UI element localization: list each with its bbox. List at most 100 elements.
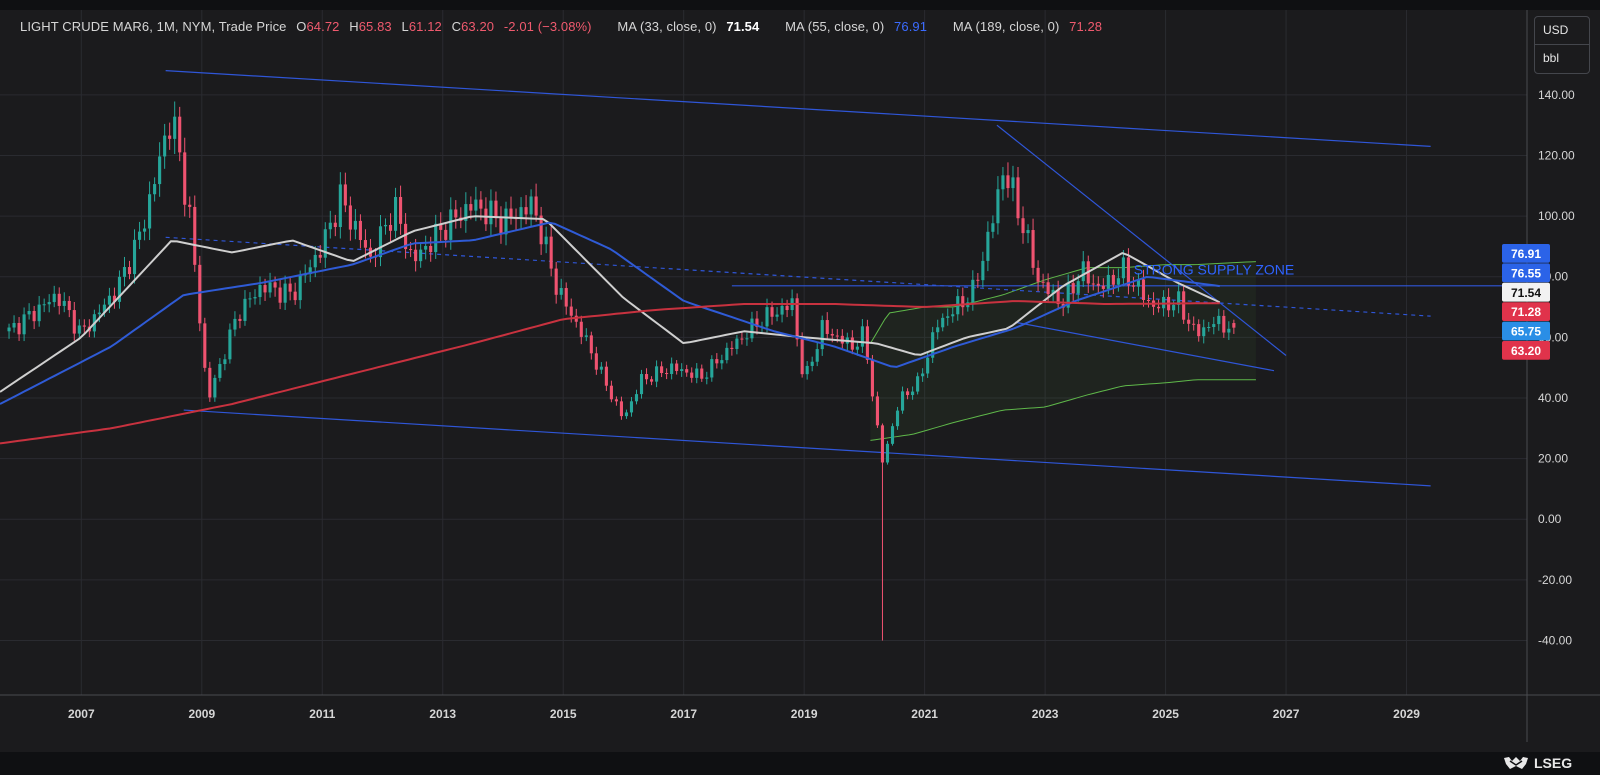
candle-body	[880, 425, 885, 463]
candle-body	[1156, 306, 1161, 309]
candle-body	[213, 377, 217, 398]
candle-body	[62, 300, 66, 306]
candle-body	[454, 209, 458, 218]
candle-body	[27, 311, 31, 315]
candle-body	[1121, 257, 1125, 279]
candle-body	[951, 314, 955, 317]
candle-body	[132, 239, 137, 275]
currency-label[interactable]: USD	[1543, 23, 1569, 37]
price-label-bg	[1502, 244, 1550, 263]
price-label: 76.55	[1511, 266, 1541, 280]
candle-body	[870, 359, 874, 397]
ma189-line	[0, 300, 1220, 445]
ma33-value: 71.54	[726, 19, 760, 34]
candle-body	[594, 353, 598, 370]
candle-body	[946, 316, 950, 318]
candle-body	[248, 298, 252, 300]
candle-body	[504, 208, 508, 235]
candle-body	[830, 333, 834, 336]
candle-body	[906, 391, 910, 396]
candle-body	[163, 135, 167, 157]
currency-unit-selector[interactable]: USD bbl	[1534, 16, 1590, 74]
candle-body	[710, 359, 714, 378]
candle-body	[745, 338, 749, 340]
envelope-lower-band	[870, 379, 1256, 441]
price-label-bg	[1502, 282, 1550, 302]
candle-body	[740, 338, 744, 340]
y-tick-label: 120.00	[1538, 148, 1575, 162]
symbol-title: LIGHT CRUDE MAR6, 1M, NYM, Trade Price	[20, 19, 287, 34]
candle-body	[102, 304, 106, 313]
candle-body	[1187, 319, 1191, 324]
candle-body	[153, 184, 157, 195]
chart-panel[interactable]	[0, 10, 1600, 752]
candle-body	[775, 314, 779, 317]
candle-body	[258, 284, 262, 298]
candle-body	[363, 240, 367, 248]
ma189-label[interactable]: MA (189, close, 0)	[952, 19, 1060, 34]
x-tick-label: 2029	[1393, 707, 1420, 721]
candle-body	[996, 189, 1000, 224]
candle-body	[464, 204, 468, 221]
x-tick-label: 2009	[188, 707, 215, 721]
candle-body	[1136, 279, 1141, 287]
y-tick-label: 40.00	[1538, 391, 1568, 405]
candle-body	[720, 360, 724, 364]
candle-body	[1212, 324, 1216, 328]
open-value: 64.72	[306, 19, 340, 34]
candle-body	[404, 223, 408, 250]
candle-body	[203, 323, 207, 368]
candle-body	[17, 322, 21, 335]
candle-body	[353, 220, 357, 230]
candle-body	[715, 359, 719, 364]
candle-body	[263, 284, 267, 293]
candle-body	[1111, 274, 1115, 285]
high-label: H	[349, 19, 359, 34]
unit-label[interactable]: bbl	[1535, 44, 1589, 72]
chart-legend: LIGHT CRUDE MAR6, 1M, NYM, Trade Price O…	[20, 19, 1102, 34]
candle-body	[1036, 267, 1040, 282]
candle-body	[559, 288, 563, 295]
candle-body	[148, 194, 152, 229]
candle-body	[860, 326, 864, 347]
candle-body	[173, 116, 177, 139]
candle-body	[52, 293, 56, 303]
ma55-line	[0, 221, 1220, 405]
candle-body	[549, 236, 553, 269]
ma189-value: 71.28	[1069, 19, 1103, 34]
candle-body	[735, 338, 739, 349]
candle-body	[424, 245, 428, 250]
candle-body	[655, 366, 659, 382]
candle-body	[604, 366, 608, 386]
candle-body	[343, 184, 347, 206]
candle-body	[499, 218, 503, 235]
candle-body	[318, 254, 322, 258]
candle-body	[1016, 177, 1020, 219]
candle-body	[1207, 327, 1211, 329]
candle-body	[539, 215, 543, 245]
price-label: 71.28	[1511, 305, 1541, 319]
candle-body	[439, 223, 443, 230]
close-value: 63.20	[461, 19, 495, 34]
candle-body	[479, 199, 483, 209]
x-tick-label: 2027	[1273, 707, 1300, 721]
candle-body	[1217, 315, 1221, 325]
candle-body	[705, 377, 709, 379]
candle-body	[47, 302, 51, 305]
candle-body	[509, 208, 513, 219]
candle-body	[338, 184, 342, 228]
ma55-label[interactable]: MA (55, close, 0)	[785, 19, 885, 34]
candle-body	[890, 426, 895, 444]
candle-body	[619, 401, 623, 417]
candle-body	[1071, 283, 1075, 294]
candle-body	[700, 368, 704, 379]
candle-body	[1197, 324, 1201, 337]
candle-body	[449, 209, 453, 240]
candle-body	[22, 314, 26, 335]
candle-body	[825, 320, 829, 334]
ma33-label[interactable]: MA (33, close, 0)	[617, 19, 717, 34]
candle-body	[188, 204, 192, 207]
candle-body	[1056, 289, 1060, 305]
x-tick-label: 2023	[1032, 707, 1059, 721]
